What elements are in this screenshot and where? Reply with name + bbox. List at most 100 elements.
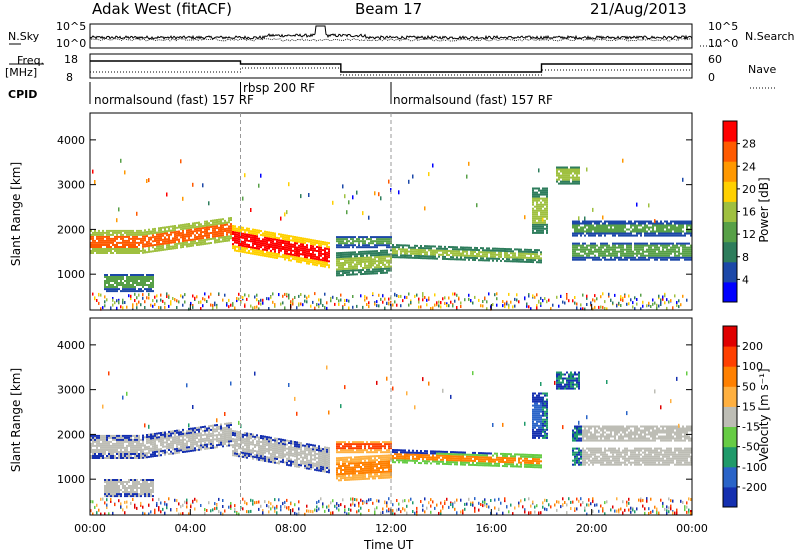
scatter-cell bbox=[284, 212, 286, 217]
heatmap-cell bbox=[606, 246, 608, 249]
heatmap-cell bbox=[158, 227, 160, 230]
heatmap-cell bbox=[306, 254, 308, 257]
heatmap-cell bbox=[658, 232, 660, 235]
heatmap-cell bbox=[674, 220, 676, 223]
heatmap-cell bbox=[628, 244, 630, 247]
heatmap-cell bbox=[312, 255, 314, 258]
scatter-cell bbox=[652, 302, 654, 306]
scatter-cell bbox=[142, 293, 144, 297]
heatmap-cell bbox=[188, 434, 190, 437]
heatmap-cell bbox=[538, 189, 540, 192]
heatmap-cell bbox=[660, 232, 662, 235]
heatmap-cell bbox=[474, 248, 476, 251]
heatmap-cell bbox=[140, 495, 142, 498]
scatter-cell bbox=[364, 295, 366, 299]
heatmap-cell bbox=[144, 278, 146, 280]
heatmap-cell bbox=[124, 288, 126, 291]
scatter-cell bbox=[294, 296, 296, 299]
heatmap-cell bbox=[392, 248, 394, 250]
heatmap-cell bbox=[126, 440, 128, 443]
heatmap-cell bbox=[296, 258, 298, 261]
heatmap-cell bbox=[382, 257, 384, 260]
heatmap-cell bbox=[308, 260, 310, 263]
heatmap-cell bbox=[208, 234, 210, 237]
heatmap-cell bbox=[398, 244, 400, 247]
heatmap-cell bbox=[624, 224, 626, 227]
heatmap-cell bbox=[126, 489, 128, 491]
heatmap-cell bbox=[640, 246, 642, 249]
heatmap-cell bbox=[344, 246, 346, 249]
heatmap-cell bbox=[686, 250, 688, 253]
heatmap-cell bbox=[180, 234, 182, 237]
heatmap-cell bbox=[556, 166, 558, 169]
heatmap-cell bbox=[104, 241, 106, 244]
heatmap-cell bbox=[590, 248, 592, 251]
heatmap-cell bbox=[138, 495, 140, 498]
heatmap-cell bbox=[288, 239, 290, 241]
heatmap-cell bbox=[112, 449, 114, 451]
heatmap-cell bbox=[118, 229, 120, 232]
heatmap-cell bbox=[188, 231, 190, 234]
heatmap-cell bbox=[144, 487, 146, 489]
heatmap-cell bbox=[534, 227, 536, 230]
heatmap-cell bbox=[156, 448, 158, 451]
heatmap-cell bbox=[308, 254, 310, 257]
heatmap-cell bbox=[228, 231, 230, 234]
heatmap-cell bbox=[614, 232, 616, 235]
heatmap-cell bbox=[108, 440, 110, 443]
heatmap-cell bbox=[672, 220, 674, 223]
scatter-cell bbox=[432, 163, 434, 168]
heatmap-cell bbox=[118, 444, 120, 447]
heatmap-cell bbox=[650, 220, 652, 223]
heatmap-cell bbox=[102, 241, 104, 244]
heatmap-cell bbox=[154, 440, 156, 443]
heatmap-cell bbox=[94, 233, 96, 236]
heatmap-cell bbox=[342, 270, 344, 272]
heatmap-cell bbox=[112, 479, 114, 481]
heatmap-cell bbox=[164, 435, 166, 438]
heatmap-cell bbox=[642, 242, 644, 245]
heatmap-cell bbox=[152, 246, 154, 249]
heatmap-cell bbox=[96, 244, 98, 246]
heatmap-cell bbox=[92, 451, 94, 453]
scatter-cell bbox=[146, 296, 148, 300]
scatter-cell bbox=[282, 294, 284, 298]
heatmap-cell bbox=[358, 251, 360, 254]
heatmap-cell bbox=[202, 225, 204, 228]
scatter-cell bbox=[660, 301, 662, 305]
heatmap-cell bbox=[612, 244, 614, 247]
heatmap-cell bbox=[146, 284, 148, 286]
heatmap-cell bbox=[212, 446, 214, 449]
heatmap-cell bbox=[572, 234, 574, 237]
heatmap-cell bbox=[222, 232, 224, 235]
heatmap-cell bbox=[174, 241, 176, 244]
heatmap-cell bbox=[224, 236, 226, 238]
heatmap-cell bbox=[314, 247, 316, 250]
heatmap-cell bbox=[570, 172, 572, 175]
heatmap-cell bbox=[174, 434, 176, 437]
heatmap-cell bbox=[256, 243, 258, 246]
heatmap-cell bbox=[114, 449, 116, 451]
heatmap-cell bbox=[364, 266, 366, 269]
heatmap-cell bbox=[544, 191, 546, 194]
heatmap-cell bbox=[126, 282, 128, 284]
heatmap-cell bbox=[580, 228, 582, 231]
heatmap-cell bbox=[212, 225, 214, 228]
heatmap-cell bbox=[592, 246, 594, 249]
heatmap-cell bbox=[168, 248, 170, 250]
heatmap-cell bbox=[688, 254, 690, 257]
heatmap-cell bbox=[112, 487, 114, 489]
scatter-cell bbox=[154, 511, 156, 515]
heatmap-cell bbox=[356, 240, 358, 243]
heatmap-cell bbox=[628, 220, 630, 223]
heatmap-cell bbox=[390, 257, 392, 260]
scatter-cell bbox=[120, 502, 122, 506]
heatmap-cell bbox=[148, 236, 150, 239]
heatmap-cell bbox=[394, 246, 396, 249]
scatter-cell bbox=[342, 184, 344, 189]
heatmap-cell bbox=[206, 427, 208, 430]
heatmap-cell bbox=[404, 244, 406, 247]
heatmap-cell bbox=[602, 230, 604, 233]
scatter-cell bbox=[186, 498, 188, 502]
scatter-cell bbox=[486, 307, 488, 311]
